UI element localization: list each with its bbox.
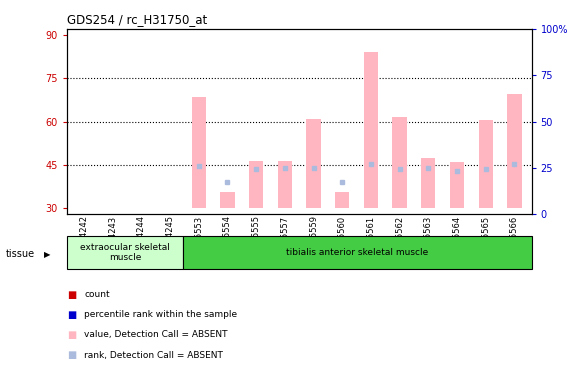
Text: ■: ■	[67, 290, 76, 300]
Text: ■: ■	[67, 330, 76, 340]
Text: rank, Detection Call = ABSENT: rank, Detection Call = ABSENT	[84, 351, 223, 359]
Bar	[421, 158, 436, 208]
FancyBboxPatch shape	[67, 236, 183, 269]
Bar	[507, 94, 522, 208]
Text: count: count	[84, 290, 110, 299]
Bar	[249, 161, 263, 208]
Text: tibialis anterior skeletal muscle: tibialis anterior skeletal muscle	[286, 248, 428, 257]
Text: GDS254 / rc_H31750_at: GDS254 / rc_H31750_at	[67, 13, 207, 26]
Bar	[364, 52, 378, 208]
Text: extraocular skeletal
muscle: extraocular skeletal muscle	[80, 243, 170, 262]
FancyBboxPatch shape	[183, 236, 532, 269]
Bar	[335, 193, 349, 208]
Text: tissue: tissue	[6, 249, 35, 259]
Bar	[220, 193, 235, 208]
Bar	[479, 120, 493, 208]
Bar	[192, 97, 206, 208]
Text: ■: ■	[67, 310, 76, 320]
Bar	[306, 119, 321, 208]
Text: value, Detection Call = ABSENT: value, Detection Call = ABSENT	[84, 330, 228, 339]
Text: percentile rank within the sample: percentile rank within the sample	[84, 310, 238, 319]
Text: ■: ■	[67, 350, 76, 360]
Bar	[450, 162, 464, 208]
Text: ▶: ▶	[44, 250, 50, 259]
Bar	[278, 161, 292, 208]
Bar	[392, 117, 407, 208]
